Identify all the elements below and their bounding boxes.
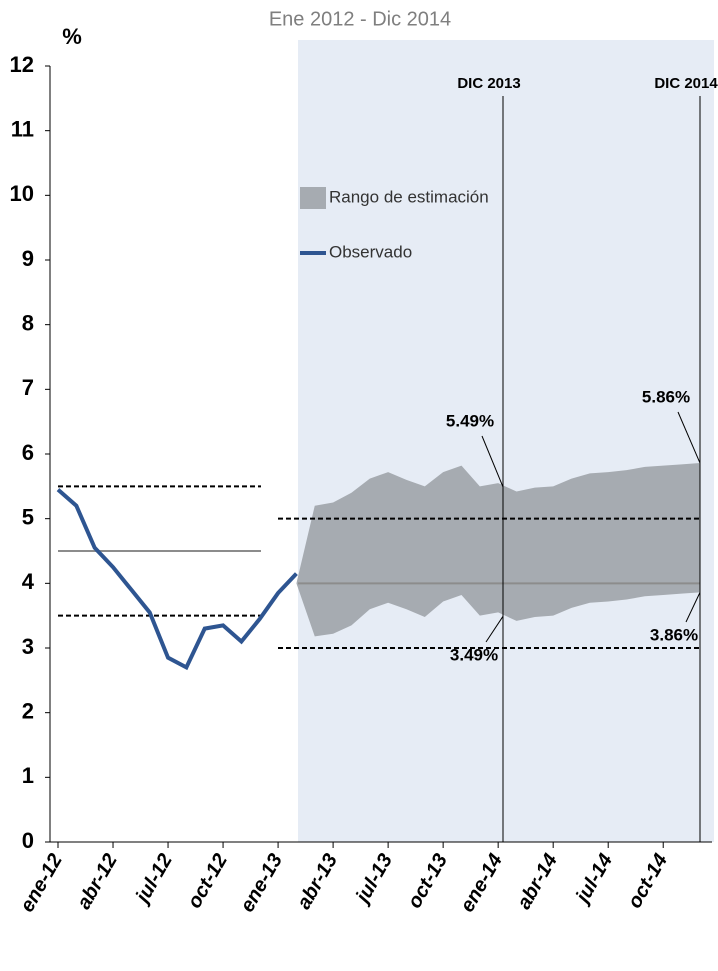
annotation-leader	[485, 616, 504, 643]
x-tick-label: jul-12	[130, 850, 177, 909]
x-tick-label: oct-13	[404, 850, 453, 912]
legend-swatch	[300, 187, 326, 209]
annotation-label: 5.86%	[642, 387, 690, 406]
x-tick-label: ene-13	[236, 850, 287, 916]
vline-label: DIC 2013	[457, 75, 520, 92]
legend-label: Observado	[329, 242, 412, 261]
x-tick-label: ene-12	[16, 850, 67, 916]
chart-title: Ene 2012 - Dic 2014	[269, 8, 451, 30]
y-tick-label: 5	[22, 504, 34, 529]
y-axis-label: %	[62, 24, 82, 49]
observed-line	[56, 488, 298, 671]
y-tick-label: 6	[22, 440, 34, 465]
x-tick-label: oct-14	[624, 850, 673, 912]
y-tick-label: 1	[22, 763, 34, 788]
estimation-range	[296, 463, 700, 637]
annotation-label: 3.49%	[450, 645, 498, 664]
y-tick-label: 3	[22, 634, 34, 659]
vline-label: DIC 2014	[654, 75, 718, 92]
annotation-leader	[685, 592, 701, 623]
y-tick-label: 4	[22, 569, 35, 594]
forecast-region	[298, 40, 714, 842]
annotation-label: 3.86%	[650, 625, 698, 644]
annotation-label: 5.49%	[446, 411, 494, 430]
annotation-leader	[677, 411, 701, 464]
y-tick-label: 0	[22, 828, 34, 853]
annotation-leader	[481, 435, 504, 488]
x-tick-label: abr-13	[293, 850, 342, 913]
y-tick-label: 9	[22, 246, 34, 271]
y-tick-label: 11	[11, 116, 34, 141]
x-tick-label: ene-14	[456, 850, 507, 916]
x-tick-label: jul-13	[350, 850, 397, 909]
x-tick-label: oct-12	[183, 850, 232, 912]
y-tick-label: 8	[22, 310, 34, 335]
x-tick-label: abr-12	[73, 850, 122, 913]
legend-label: Rango de estimación	[329, 187, 489, 206]
x-tick-label: abr-14	[513, 850, 562, 913]
y-tick-label: 2	[22, 698, 34, 723]
y-tick-label: 12	[10, 52, 34, 77]
y-tick-label: 10	[10, 181, 34, 206]
x-tick-label: jul-14	[570, 850, 617, 909]
y-tick-label: 7	[22, 375, 34, 400]
